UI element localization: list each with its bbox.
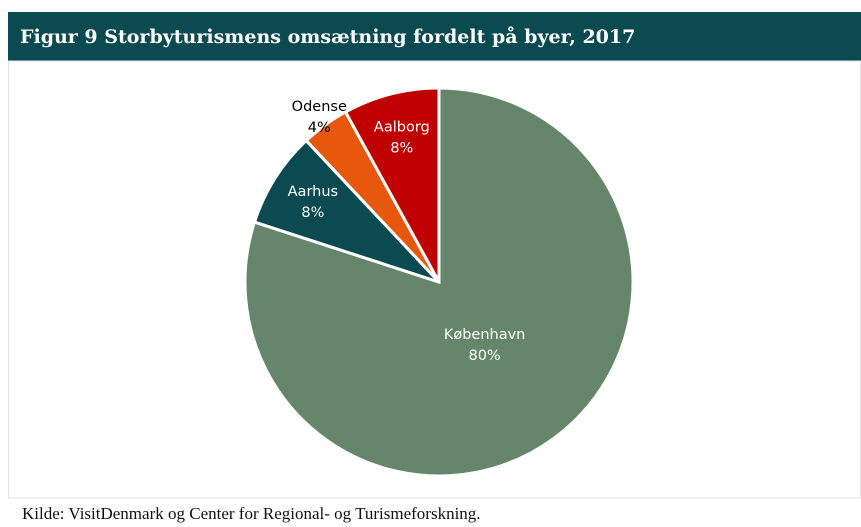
slice-label: Aalborg	[374, 119, 430, 135]
pie-slice	[252, 138, 441, 284]
slice-value: 80%	[468, 348, 500, 364]
slice-label: København	[444, 327, 526, 343]
slice-label: Aarhus	[288, 184, 338, 200]
slice-value: 8%	[301, 205, 324, 221]
header-bar	[8, 12, 861, 61]
slice-label: Odense	[292, 99, 347, 115]
slice-value: 4%	[308, 120, 331, 136]
source-note: Kilde: VisitDenmark og Center for Region…	[22, 504, 481, 523]
pie-slice	[343, 86, 441, 283]
slice-value: 8%	[390, 140, 413, 156]
chart-title: Figur 9 Storbyturismens omsætning fordel…	[20, 25, 635, 48]
